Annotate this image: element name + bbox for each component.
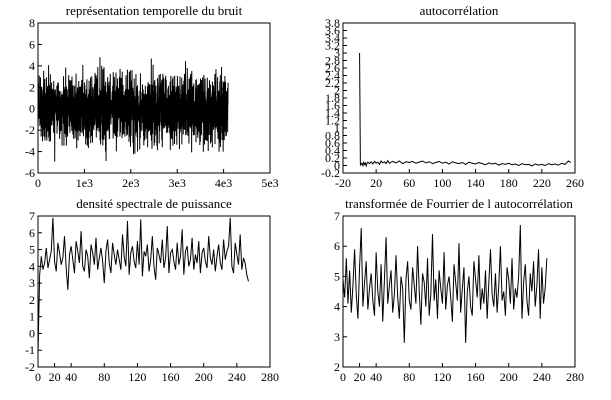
y-tick-label: 2.2 bbox=[325, 76, 340, 90]
x-tick-label: 160 bbox=[162, 370, 180, 384]
x-tick-label: 200 bbox=[195, 370, 213, 384]
x-tick-label: 260 bbox=[566, 176, 584, 190]
x-tick-label: 180 bbox=[500, 176, 518, 190]
y-tick-label: 0.2 bbox=[325, 151, 340, 165]
x-tick-label: 40 bbox=[65, 370, 77, 384]
series-line-psd bbox=[37, 217, 249, 354]
y-tick-label: 8 bbox=[29, 16, 35, 30]
y-tick-label: 0.6 bbox=[325, 136, 340, 150]
y-tick-label: -2 bbox=[25, 360, 35, 374]
plot-frame bbox=[342, 215, 576, 368]
y-tick-label: 2 bbox=[334, 84, 340, 98]
y-tick-label: 6 bbox=[29, 226, 35, 240]
x-tick-label: 200 bbox=[500, 370, 518, 384]
x-tick-label: 120 bbox=[128, 370, 146, 384]
x-tick-label: 0 bbox=[35, 176, 41, 190]
x-tick-label: 280 bbox=[261, 370, 279, 384]
chart-title: densité spectrale de puissance bbox=[76, 196, 232, 211]
series-line-autocorrelation bbox=[359, 52, 572, 168]
x-tick-label: 3e3 bbox=[169, 176, 186, 190]
x-tick-label: 2e3 bbox=[122, 176, 139, 190]
y-tick-label: -6 bbox=[25, 166, 35, 180]
y-tick-label: 0.8 bbox=[325, 129, 340, 143]
y-tick-label: -2 bbox=[25, 123, 35, 137]
x-tick-label: 240 bbox=[228, 370, 246, 384]
y-tick-label: 1.2 bbox=[325, 114, 340, 128]
chart-fourier-autocorrelation: transformée de Fourrier de l autocorréla… bbox=[334, 196, 584, 384]
x-tick-label: 160 bbox=[467, 370, 485, 384]
chart-title: représentation temporelle du bruit bbox=[66, 3, 243, 18]
y-tick-label: 1.8 bbox=[325, 91, 340, 105]
y-tick-label: 1 bbox=[334, 121, 340, 135]
x-tick-label: 280 bbox=[566, 370, 584, 384]
x-tick-label: 120 bbox=[433, 370, 451, 384]
y-tick-label: 0 bbox=[334, 159, 340, 173]
x-tick-label: 20 bbox=[354, 370, 366, 384]
series-line-fourier bbox=[342, 225, 548, 343]
y-tick-label: 0 bbox=[29, 102, 35, 116]
y-tick-label: 7 bbox=[334, 209, 340, 223]
y-tick-label: 3.6 bbox=[325, 24, 340, 38]
y-tick-label: 3.2 bbox=[325, 39, 340, 53]
x-tick-label: 1e3 bbox=[76, 176, 93, 190]
y-tick-label: 3 bbox=[334, 330, 340, 344]
chart-power-spectral-density: densité spectrale de puissance-2-1012345… bbox=[25, 196, 279, 384]
y-tick-label: 1.4 bbox=[325, 106, 340, 120]
y-tick-label: 6 bbox=[29, 37, 35, 51]
y-tick-label: 3.8 bbox=[325, 16, 340, 30]
x-tick-label: 5e3 bbox=[261, 176, 278, 190]
chart-title: autocorrélation bbox=[420, 3, 499, 18]
plot-frame bbox=[342, 22, 576, 174]
chart-title: transformée de Fourrier de l autocorréla… bbox=[345, 196, 573, 211]
x-tick-label: 240 bbox=[533, 370, 551, 384]
y-tick-label: 2.6 bbox=[325, 61, 340, 75]
chart-time-noise: représentation temporelle du bruit -6 -4 -2… bbox=[25, 3, 279, 190]
plot-frame bbox=[37, 215, 271, 368]
x-tick-label: 140 bbox=[467, 176, 485, 190]
chart-autocorrelation: autocorrélation-0.20.20.611.41.82.22.633… bbox=[321, 3, 584, 190]
y-tick-label: 1 bbox=[29, 310, 35, 324]
y-tick-label: 6 bbox=[334, 239, 340, 253]
y-tick-label: 2 bbox=[334, 360, 340, 374]
y-tick-label: 3 bbox=[334, 46, 340, 60]
y-tick-label: -4 bbox=[25, 145, 35, 159]
y-tick-label: 1.6 bbox=[325, 99, 340, 113]
y-tick-label: 0.4 bbox=[325, 144, 340, 158]
x-tick-label: 4e3 bbox=[215, 176, 232, 190]
y-tick-label: 2 bbox=[29, 293, 35, 307]
x-tick-label: 20 bbox=[370, 176, 382, 190]
x-tick-label: 60 bbox=[403, 176, 415, 190]
y-tick-label: 4 bbox=[29, 259, 35, 273]
x-tick-label: 0 bbox=[35, 370, 41, 384]
y-tick-label: 2.8 bbox=[325, 54, 340, 68]
y-tick-label: -0.2 bbox=[321, 166, 340, 180]
x-tick-label: 0 bbox=[340, 370, 346, 384]
y-tick-label: 5 bbox=[29, 243, 35, 257]
y-tick-label: 2 bbox=[29, 80, 35, 94]
x-tick-label: 220 bbox=[533, 176, 551, 190]
y-tick-label: 2.4 bbox=[325, 69, 340, 83]
y-tick-label: 7 bbox=[29, 209, 35, 223]
x-tick-label: 80 bbox=[403, 370, 415, 384]
x-tick-label: 40 bbox=[370, 370, 382, 384]
y-tick-label: 3 bbox=[29, 276, 35, 290]
x-tick-label: 20 bbox=[49, 370, 61, 384]
x-tick-label: 100 bbox=[433, 176, 451, 190]
y-tick-label: 0 bbox=[29, 326, 35, 340]
y-tick-label: 5 bbox=[334, 269, 340, 283]
series-line-time-noise bbox=[37, 57, 229, 162]
y-tick-label: -1 bbox=[25, 343, 35, 357]
y-tick-label: 4 bbox=[29, 59, 35, 73]
y-tick-label: 3.4 bbox=[325, 31, 340, 45]
x-tick-label: -20 bbox=[335, 176, 351, 190]
y-tick-label: 4 bbox=[334, 300, 340, 314]
x-tick-label: 80 bbox=[98, 370, 110, 384]
